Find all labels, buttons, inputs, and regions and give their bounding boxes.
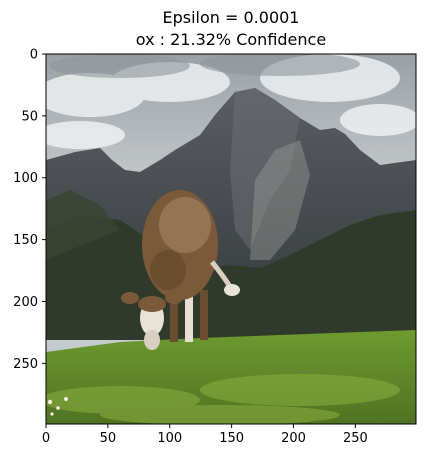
y-tick-label: 50 xyxy=(21,109,38,124)
x-tick-label: 200 xyxy=(281,431,306,446)
y-tick-label: 250 xyxy=(13,357,38,372)
x-tick-label: 250 xyxy=(343,431,368,446)
axes-frame xyxy=(45,53,417,425)
dark-clouds xyxy=(50,54,360,78)
cow xyxy=(121,190,240,350)
x-axis: 0 50 100 150 200 250 xyxy=(42,424,368,446)
forest xyxy=(46,210,416,340)
grass-highlights xyxy=(46,374,400,424)
x-tick-label: 50 xyxy=(100,431,117,446)
y-tick-label: 150 xyxy=(13,233,38,248)
photo xyxy=(46,54,416,424)
y-tick-label: 0 xyxy=(30,48,38,63)
y-axis: 0 50 100 150 200 250 xyxy=(13,48,46,372)
ridge-light xyxy=(230,88,300,250)
scree-slope xyxy=(250,140,310,260)
x-tick-label: 100 xyxy=(157,431,182,446)
forest-left xyxy=(46,190,120,260)
x-tick-label: 150 xyxy=(219,431,244,446)
flowers xyxy=(47,397,68,416)
y-tick-label: 200 xyxy=(13,295,38,310)
figure-title-line-2: ox : 21.32% Confidence xyxy=(135,30,327,49)
x-tick-label: 0 xyxy=(42,431,50,446)
figure-title-line-1: Epsilon = 0.0001 xyxy=(162,8,300,27)
y-tick-label: 100 xyxy=(13,171,38,186)
